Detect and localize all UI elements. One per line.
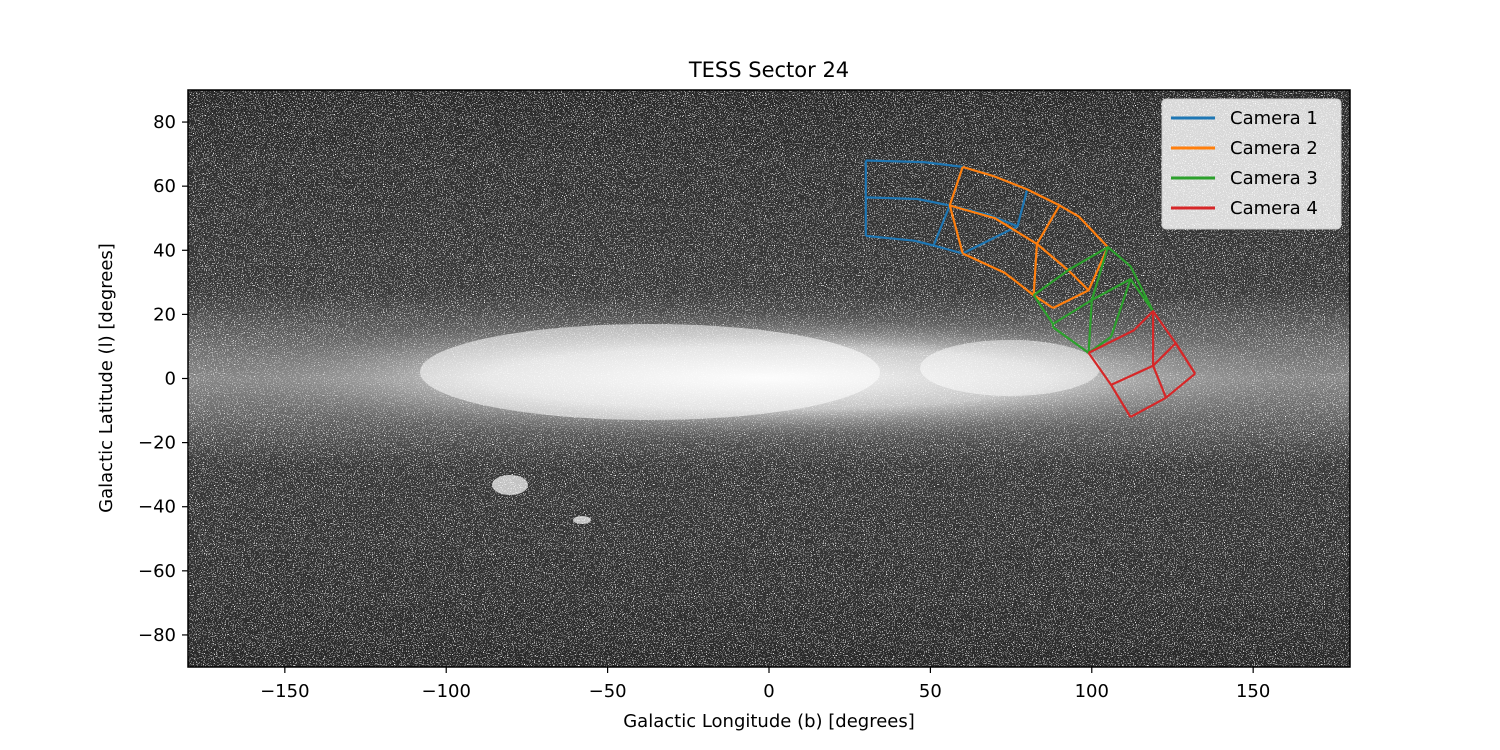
legend-box: [1161, 98, 1342, 230]
x-tick-label: 150: [1236, 681, 1270, 702]
y-tick-label: −80: [138, 625, 176, 646]
y-tick-label: 20: [153, 304, 176, 325]
camera-2-ccd-edge-1: [948, 166, 964, 254]
y-tick-label: 60: [153, 176, 176, 197]
camera-2-ccd-edge-3: [1032, 204, 1061, 296]
camera-4-ccd-edge-1: [1087, 352, 1132, 418]
camera-3-ccd-edge-2: [1110, 278, 1154, 338]
y-tick-label: 80: [153, 112, 176, 133]
legend-label-camera-3: Camera 3: [1230, 168, 1318, 189]
camera-2-far-edge: [962, 165, 1109, 248]
camera-2-footprint: [948, 165, 1109, 309]
y-tick-label: −60: [138, 561, 176, 582]
chart-title: TESS Sector 24: [688, 58, 849, 82]
legend-label-camera-1: Camera 1: [1230, 108, 1318, 129]
y-tick-label: −20: [138, 433, 176, 454]
y-tick-label: 40: [153, 240, 176, 261]
sky-background: [188, 90, 1350, 667]
y-tick-label: −40: [138, 497, 176, 518]
y-tick-label: 0: [165, 369, 176, 390]
legend-label-camera-2: Camera 2: [1230, 138, 1318, 159]
camera-4-ccd-edge-2: [1174, 342, 1197, 375]
camera-3-ccd-edge-1: [1032, 294, 1055, 328]
x-tick-label: −150: [260, 681, 309, 702]
x-tick-label: −100: [421, 681, 470, 702]
camera-2-ccd-edge-2: [1052, 246, 1109, 309]
y-axis-ticks: −80 −60 −40 −20 0 20 40 60 80: [138, 112, 188, 646]
camera-4-footprint: [1087, 310, 1197, 418]
camera-3-ccd-edge-3: [1087, 246, 1109, 353]
x-axis-ticks: −150 −100 −50 0 50 100 150: [260, 667, 1270, 702]
x-tick-label: 100: [1075, 681, 1109, 702]
x-tick-label: 0: [763, 681, 774, 702]
x-tick-label: 50: [919, 681, 942, 702]
x-axis-label: Galactic Longitude (b) [degrees]: [623, 711, 915, 732]
y-axis-label: Galactic Latitude (l) [degrees]: [96, 243, 117, 513]
camera-footprints: [864, 159, 1197, 418]
legend: Camera 1 Camera 2 Camera 3 Camera 4: [1161, 98, 1342, 230]
camera-4-ccd-edge-3: [1151, 311, 1168, 399]
camera-1-ccd-edge-2: [962, 189, 1029, 255]
camera-1-near-edge: [865, 234, 963, 255]
camera-3-footprint: [1032, 246, 1155, 354]
camera-2-near-edge: [962, 252, 1054, 309]
legend-label-camera-4: Camera 4: [1230, 198, 1318, 219]
x-tick-label: −50: [589, 681, 627, 702]
